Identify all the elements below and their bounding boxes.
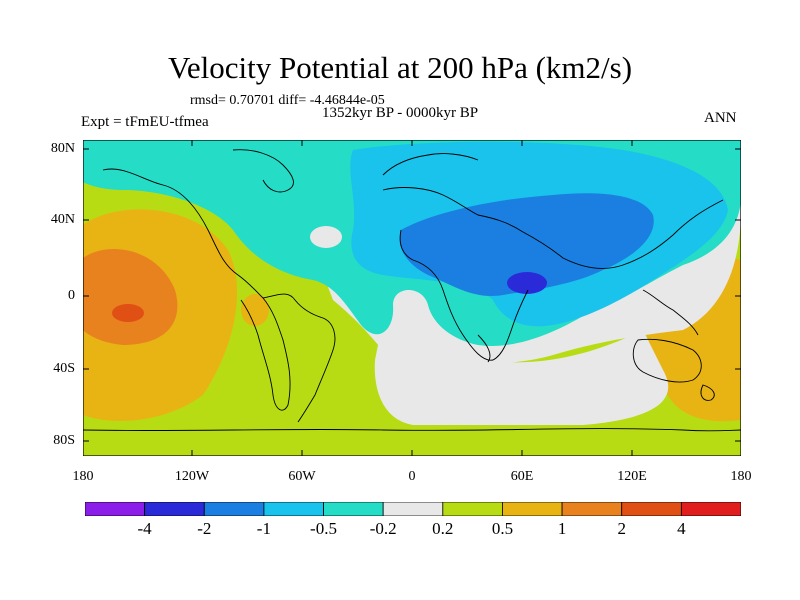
lat-label: 0 [68, 288, 75, 303]
colorbar-swatch [203, 502, 265, 516]
colorbar-label: -1 [256, 519, 271, 538]
colorbar-swatch [502, 502, 563, 516]
contour-neutral-south [374, 319, 669, 425]
contour-negative-blue [399, 193, 654, 296]
contour-atlantic-hole [310, 226, 342, 248]
velocity-potential-map [83, 140, 741, 456]
lon-label: 60W [288, 469, 316, 484]
contour-sa-warm [241, 294, 269, 326]
colorbar-label: 0.2 [432, 519, 454, 538]
colorbar-label: -4 [137, 519, 152, 538]
lat-label: 40N [50, 212, 75, 227]
colorbar-label: -2 [197, 519, 212, 538]
lat-label: 40S [53, 361, 75, 376]
coastlines [83, 149, 741, 432]
colorbar-label: 0.5 [491, 519, 514, 538]
lon-label: 180 [730, 469, 752, 484]
lon-label: 120W [174, 469, 210, 484]
lat-label: 80S [53, 433, 75, 448]
experiment-label: Expt = tFmEU-tfmea [81, 114, 209, 130]
period-text: 1352kyr BP - 0000kyr BP [322, 105, 479, 121]
colorbar [85, 502, 741, 516]
lon-label: 0 [408, 469, 416, 484]
lon-label: 180 [72, 469, 94, 484]
colorbar-label: 4 [677, 519, 686, 538]
colorbar-swatch [621, 502, 682, 516]
colorbar-swatch [323, 502, 384, 516]
colorbar-swatch [442, 502, 503, 516]
lon-label: 60E [510, 469, 534, 484]
contour-pacific-max [112, 304, 144, 322]
map-title: Velocity Potential at 200 hPa (km2/s) [167, 50, 633, 85]
colorbar-swatch [263, 502, 324, 516]
lat-label: 80N [50, 141, 75, 156]
contour-pacific-core [83, 248, 178, 345]
colorbar-swatch [85, 502, 146, 516]
axis-ticks [83, 140, 741, 456]
stats-text: rmsd= 0.70701 diff= -4.46844e-05 [190, 93, 385, 108]
colorbar-label: -0.5 [310, 519, 337, 538]
season-label: ANN [704, 110, 737, 126]
colorbar-label: 2 [617, 519, 626, 538]
colorbar-label: 1 [557, 519, 567, 538]
contour-negative-min [507, 272, 547, 294]
colorbar-label: -0.2 [369, 519, 397, 538]
colorbar-swatch [382, 502, 444, 516]
colorbar-swatch [144, 502, 205, 516]
colorbar-swatch [680, 502, 741, 516]
colorbar-swatch [561, 502, 623, 516]
lon-label: 120E [617, 469, 647, 484]
